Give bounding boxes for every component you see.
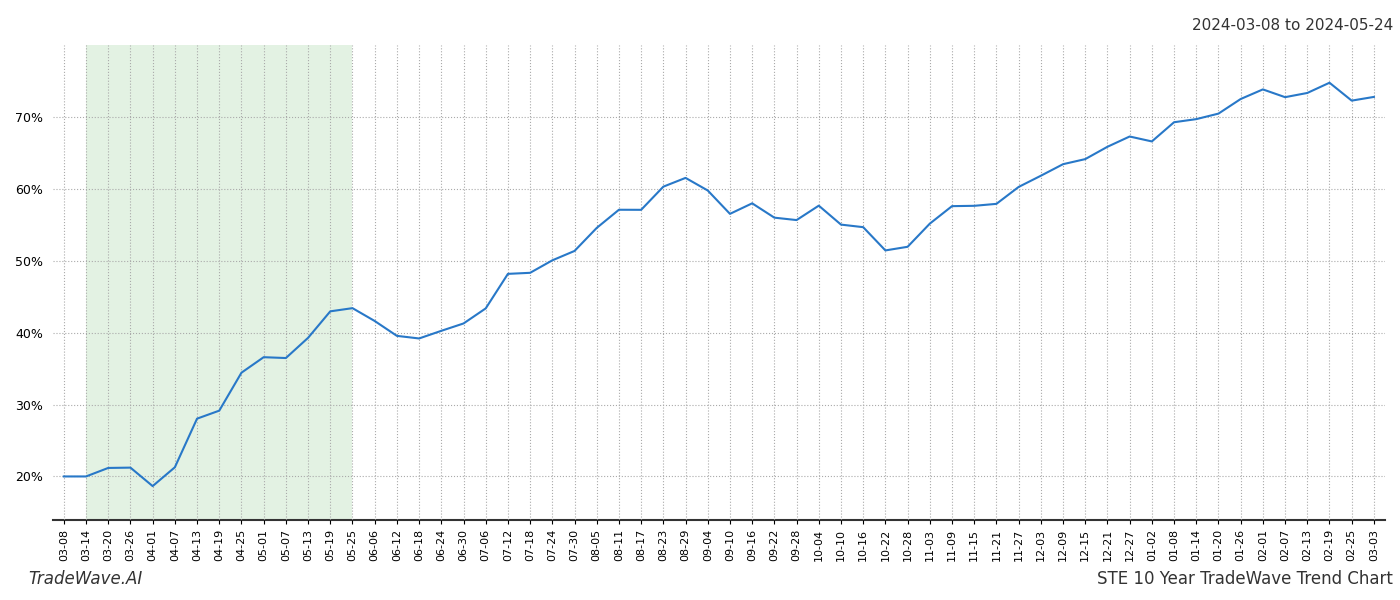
Text: 2024-03-08 to 2024-05-24: 2024-03-08 to 2024-05-24 (1191, 18, 1393, 33)
Text: TradeWave.AI: TradeWave.AI (28, 570, 143, 588)
Bar (85, 45, 353, 520)
Text: STE 10 Year TradeWave Trend Chart: STE 10 Year TradeWave Trend Chart (1098, 570, 1393, 588)
